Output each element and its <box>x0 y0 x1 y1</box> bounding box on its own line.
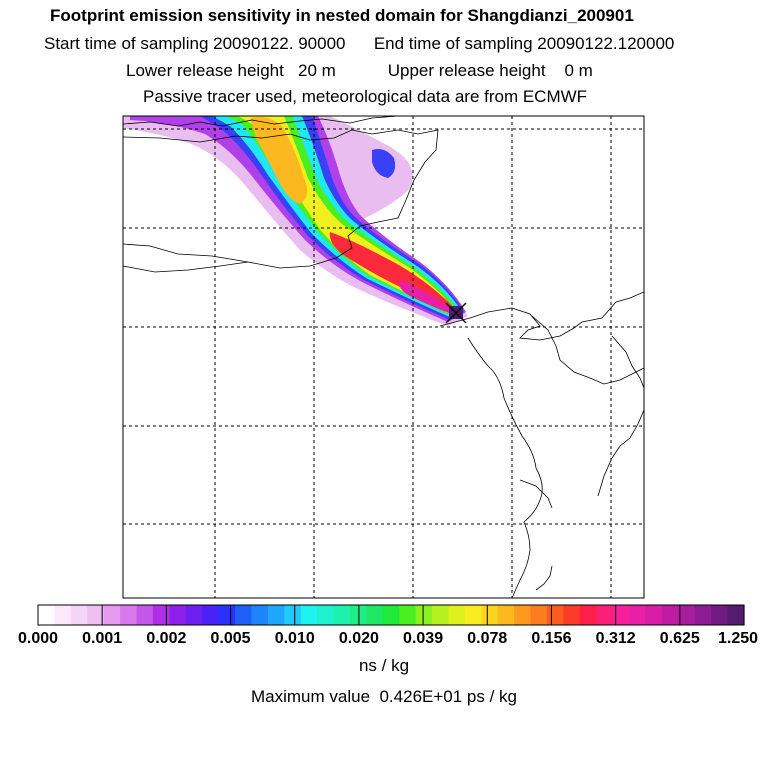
release-height-line: Lower release height 20 m Upper release … <box>126 61 593 80</box>
colorbar-swatch <box>563 605 581 625</box>
colorbar <box>37 605 745 625</box>
colorbar-tick-label: 0.078 <box>467 630 508 647</box>
coastlines-and-borders <box>123 116 644 598</box>
colorbar-swatch <box>694 605 712 625</box>
colorbar-swatch <box>333 605 351 625</box>
plume-orange <box>250 117 308 204</box>
colorbar-swatch <box>727 605 745 625</box>
colorbar-swatch <box>38 605 56 625</box>
figure-title: Footprint emission sensitivity in nested… <box>50 6 634 25</box>
colorbar-swatch <box>185 605 203 625</box>
colorbar-swatch <box>103 605 121 625</box>
colorbar-tick-label: 0.020 <box>338 630 379 647</box>
colorbar-swatch <box>152 605 170 625</box>
lat-lon-grid <box>123 116 644 598</box>
colorbar-swatch <box>711 605 729 625</box>
colorbar-swatch <box>579 605 597 625</box>
colorbar-swatch <box>136 605 154 625</box>
sampling-time-line: Start time of sampling 20090122. 90000 E… <box>44 34 675 53</box>
colorbar-frame <box>37 604 745 626</box>
colorbar-swatch <box>120 605 138 625</box>
colorbar-tick-label: 1.250 <box>717 630 759 647</box>
colorbar-swatch <box>382 605 400 625</box>
colorbar-tick-label: 0.625 <box>659 630 700 647</box>
colorbar-swatch <box>87 605 105 625</box>
colorbar-swatch <box>530 605 548 625</box>
colorbar-swatch <box>218 605 236 625</box>
plume-blue-patch <box>372 149 396 178</box>
colorbar-swatch <box>317 605 335 625</box>
colorbar-swatch <box>70 605 88 625</box>
colorbar-swatch <box>267 605 285 625</box>
colorbar-swatch <box>415 605 433 625</box>
tracer-info-line: Passive tracer used, meteorological data… <box>143 87 588 106</box>
colorbar-swatch <box>284 605 302 625</box>
colorbar-swatch <box>54 605 72 625</box>
colorbar-swatch <box>300 605 318 625</box>
colorbar-swatch <box>235 605 253 625</box>
colorbar-tick-label: 0.001 <box>82 630 123 647</box>
colorbar-tick-label: 0.156 <box>531 630 572 647</box>
colorbar-swatch <box>169 605 187 625</box>
colorbar-tick-label: 0.312 <box>595 630 636 647</box>
colorbar-swatch <box>366 605 384 625</box>
maximum-value-text: Maximum value 0.426E+01 ps / kg <box>251 687 517 706</box>
map-frame <box>122 115 645 599</box>
colorbar-swatch <box>497 605 515 625</box>
colorbar-units: ns / kg <box>358 656 410 675</box>
colorbar-swatch <box>629 605 647 625</box>
release-site-marker <box>445 302 467 324</box>
colorbar-swatch <box>464 605 482 625</box>
colorbar-swatch <box>596 605 614 625</box>
colorbar-tick-label: 0.010 <box>274 630 315 647</box>
map-area <box>123 116 644 598</box>
colorbar-swatch <box>481 605 499 625</box>
colorbar-swatch <box>251 605 269 625</box>
colorbar-tick-label: 0.000 <box>17 630 59 647</box>
colorbar-swatch <box>399 605 417 625</box>
colorbar-swatch <box>661 605 679 625</box>
colorbar-swatch <box>645 605 663 625</box>
colorbar-swatch <box>612 605 630 625</box>
colorbar-tick-label: 0.039 <box>403 630 444 647</box>
footprint-plume <box>123 116 468 326</box>
colorbar-swatch <box>202 605 220 625</box>
colorbar-swatch <box>448 605 466 625</box>
colorbar-swatch <box>514 605 532 625</box>
colorbar-tick-label: 0.002 <box>146 630 187 647</box>
colorbar-tick-label: 0.005 <box>210 630 251 647</box>
colorbar-swatch <box>432 605 450 625</box>
colorbar-swatch <box>678 605 696 625</box>
colorbar-swatch <box>546 605 564 625</box>
plume-magenta <box>399 280 455 315</box>
